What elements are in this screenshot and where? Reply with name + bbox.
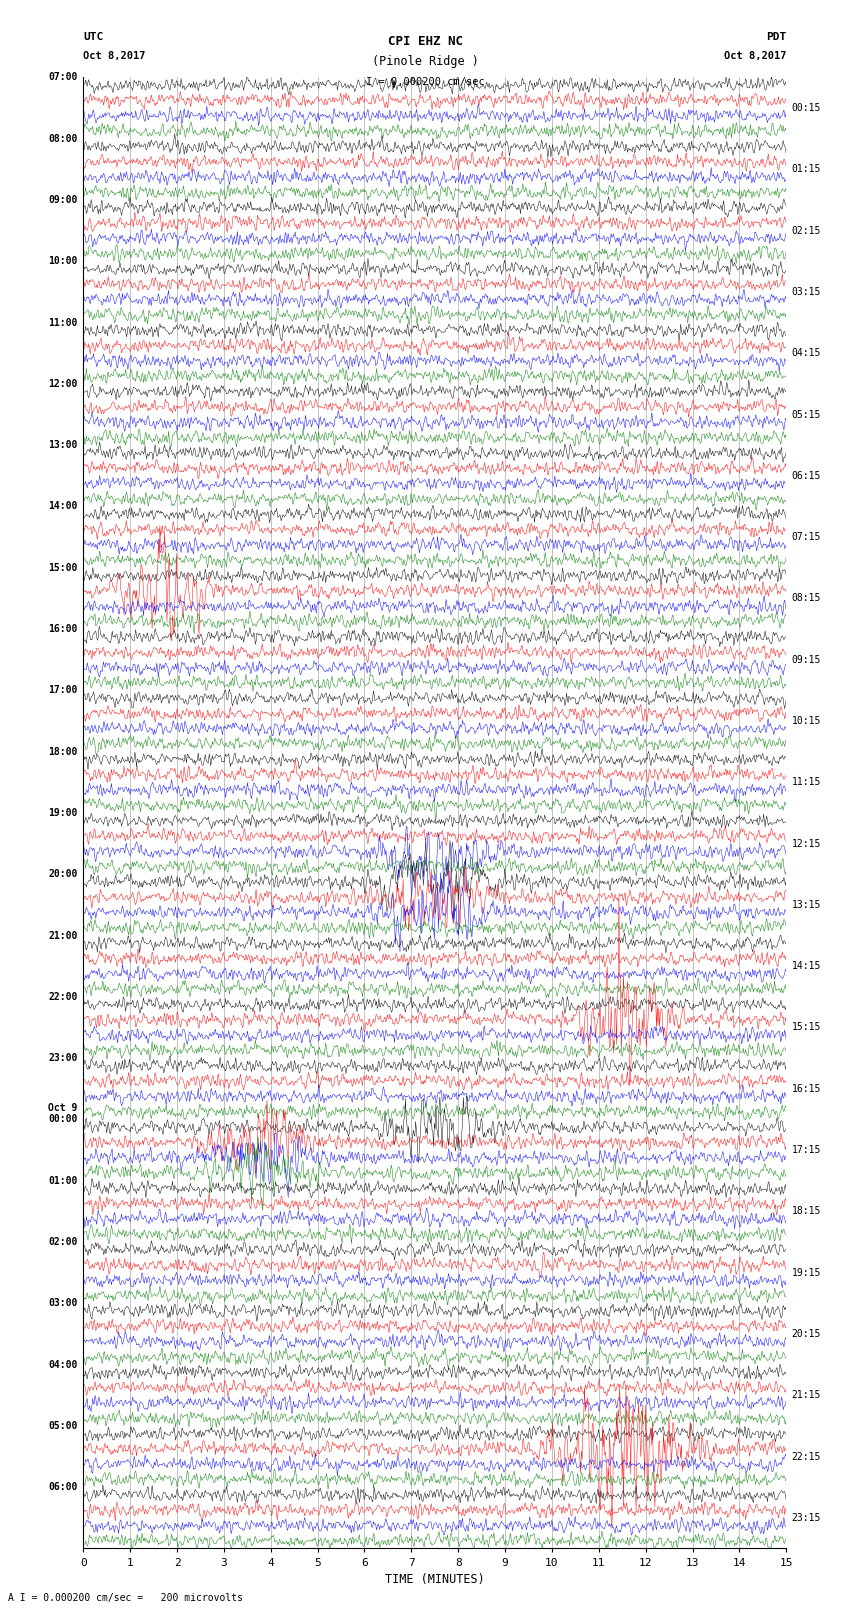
Text: 04:15: 04:15 (792, 348, 821, 358)
Text: 16:00: 16:00 (48, 624, 77, 634)
Text: 20:00: 20:00 (48, 869, 77, 879)
Text: 09:15: 09:15 (792, 655, 821, 665)
Text: Oct 9: Oct 9 (48, 1103, 77, 1113)
Text: 22:15: 22:15 (792, 1452, 821, 1461)
Text: 07:15: 07:15 (792, 532, 821, 542)
Text: 19:15: 19:15 (792, 1268, 821, 1277)
Text: 22:00: 22:00 (48, 992, 77, 1002)
Text: 08:15: 08:15 (792, 594, 821, 603)
Text: 10:15: 10:15 (792, 716, 821, 726)
Text: 23:00: 23:00 (48, 1053, 77, 1063)
Text: 15:00: 15:00 (48, 563, 77, 573)
Text: 17:15: 17:15 (792, 1145, 821, 1155)
Text: 18:15: 18:15 (792, 1207, 821, 1216)
Text: 05:00: 05:00 (48, 1421, 77, 1431)
Text: UTC: UTC (83, 32, 104, 42)
Text: (Pinole Ridge ): (Pinole Ridge ) (371, 55, 479, 68)
X-axis label: TIME (MINUTES): TIME (MINUTES) (385, 1573, 484, 1586)
Text: Oct 8,2017: Oct 8,2017 (83, 52, 146, 61)
Text: 03:15: 03:15 (792, 287, 821, 297)
Text: 17:00: 17:00 (48, 686, 77, 695)
Text: 12:00: 12:00 (48, 379, 77, 389)
Text: 11:15: 11:15 (792, 777, 821, 787)
Text: 21:15: 21:15 (792, 1390, 821, 1400)
Text: 00:00: 00:00 (48, 1115, 77, 1124)
Text: 07:00: 07:00 (48, 73, 77, 82)
Text: CPI EHZ NC: CPI EHZ NC (388, 35, 462, 48)
Text: 14:15: 14:15 (792, 961, 821, 971)
Text: I = 0.000200 cm/sec: I = 0.000200 cm/sec (366, 77, 484, 87)
Text: 01:15: 01:15 (792, 165, 821, 174)
Text: 12:15: 12:15 (792, 839, 821, 848)
Text: 02:00: 02:00 (48, 1237, 77, 1247)
Text: 23:15: 23:15 (792, 1513, 821, 1523)
Text: A I = 0.000200 cm/sec =   200 microvolts: A I = 0.000200 cm/sec = 200 microvolts (8, 1594, 243, 1603)
Text: Oct 8,2017: Oct 8,2017 (723, 52, 786, 61)
Text: PDT: PDT (766, 32, 786, 42)
Text: 11:00: 11:00 (48, 318, 77, 327)
Text: 05:15: 05:15 (792, 410, 821, 419)
Text: 01:00: 01:00 (48, 1176, 77, 1186)
Text: 14:00: 14:00 (48, 502, 77, 511)
Text: 16:15: 16:15 (792, 1084, 821, 1094)
Text: 19:00: 19:00 (48, 808, 77, 818)
Text: 20:15: 20:15 (792, 1329, 821, 1339)
Text: 13:15: 13:15 (792, 900, 821, 910)
Text: 03:00: 03:00 (48, 1298, 77, 1308)
Text: 02:15: 02:15 (792, 226, 821, 235)
Text: 21:00: 21:00 (48, 931, 77, 940)
Text: 06:00: 06:00 (48, 1482, 77, 1492)
Text: 10:00: 10:00 (48, 256, 77, 266)
Text: 15:15: 15:15 (792, 1023, 821, 1032)
Text: 04:00: 04:00 (48, 1360, 77, 1369)
Text: 08:00: 08:00 (48, 134, 77, 144)
Text: 09:00: 09:00 (48, 195, 77, 205)
Text: 13:00: 13:00 (48, 440, 77, 450)
Text: 18:00: 18:00 (48, 747, 77, 756)
Text: 06:15: 06:15 (792, 471, 821, 481)
Text: 00:15: 00:15 (792, 103, 821, 113)
